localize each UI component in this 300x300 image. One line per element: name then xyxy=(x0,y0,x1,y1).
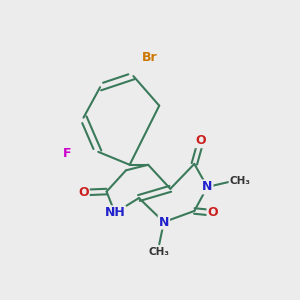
Text: CH₃: CH₃ xyxy=(230,176,250,186)
Text: F: F xyxy=(63,147,71,160)
Text: N: N xyxy=(202,180,212,194)
Text: CH₃: CH₃ xyxy=(149,247,170,257)
Text: N: N xyxy=(159,216,169,229)
Text: O: O xyxy=(196,134,206,147)
Text: O: O xyxy=(78,186,89,199)
Text: NH: NH xyxy=(104,206,125,219)
Text: O: O xyxy=(208,206,218,219)
Text: Br: Br xyxy=(142,51,158,64)
